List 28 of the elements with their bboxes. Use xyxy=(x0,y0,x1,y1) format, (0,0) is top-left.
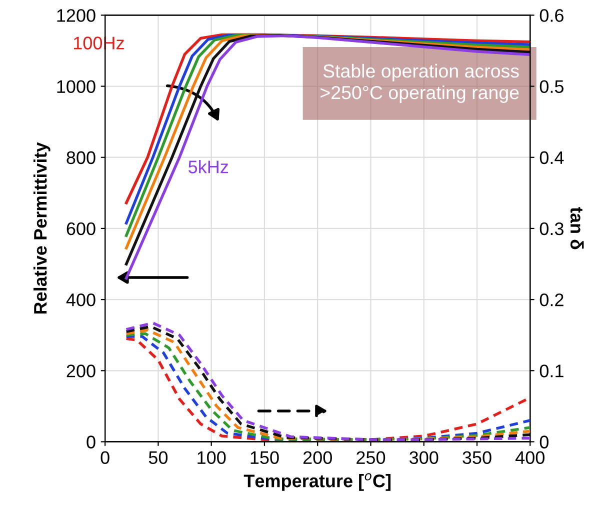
x-tick-label: 50 xyxy=(148,451,168,464)
series-label: 5kHz xyxy=(188,160,228,174)
x-tick-label: 150 xyxy=(250,451,279,464)
x-tick-label: 300 xyxy=(409,451,438,464)
y2-tick-label: 0.5 xyxy=(540,80,564,93)
x-tick-label: 250 xyxy=(356,451,386,464)
y2-tick-label: 0.4 xyxy=(540,151,564,164)
y-tick-label: 600 xyxy=(66,222,96,236)
x-tick-label: 100 xyxy=(198,451,226,464)
y-tick-label: 800 xyxy=(66,151,96,164)
y2-tick-label: 0.3 xyxy=(540,222,564,236)
y2-axis-title: tan δ xyxy=(570,207,584,250)
x-tick-label: 400 xyxy=(515,451,544,464)
y2-tick-label: 0.2 xyxy=(540,293,564,306)
y2-tick-label: 0.1 xyxy=(540,364,564,378)
x-tick-label: 350 xyxy=(462,451,492,464)
y-axis-title: Relative Permittivity xyxy=(33,142,50,314)
y-tick-label: 200 xyxy=(66,364,96,378)
x-tick-label: 0 xyxy=(100,451,110,464)
y-tick-label: 400 xyxy=(66,293,96,306)
y-tick-label: 0 xyxy=(86,436,96,448)
y2-tick-label: 0.6 xyxy=(540,9,564,22)
y2-tick-label: 0 xyxy=(540,436,548,448)
x-tick-label: 200 xyxy=(303,451,332,464)
y-tick-label: 1200 xyxy=(57,9,96,22)
x-axis-title: Temperature [$^{o}$C] xyxy=(244,473,391,491)
y-tick-label: 1000 xyxy=(57,80,96,93)
annotation: Stable operation across >250°C operating range xyxy=(320,64,519,103)
